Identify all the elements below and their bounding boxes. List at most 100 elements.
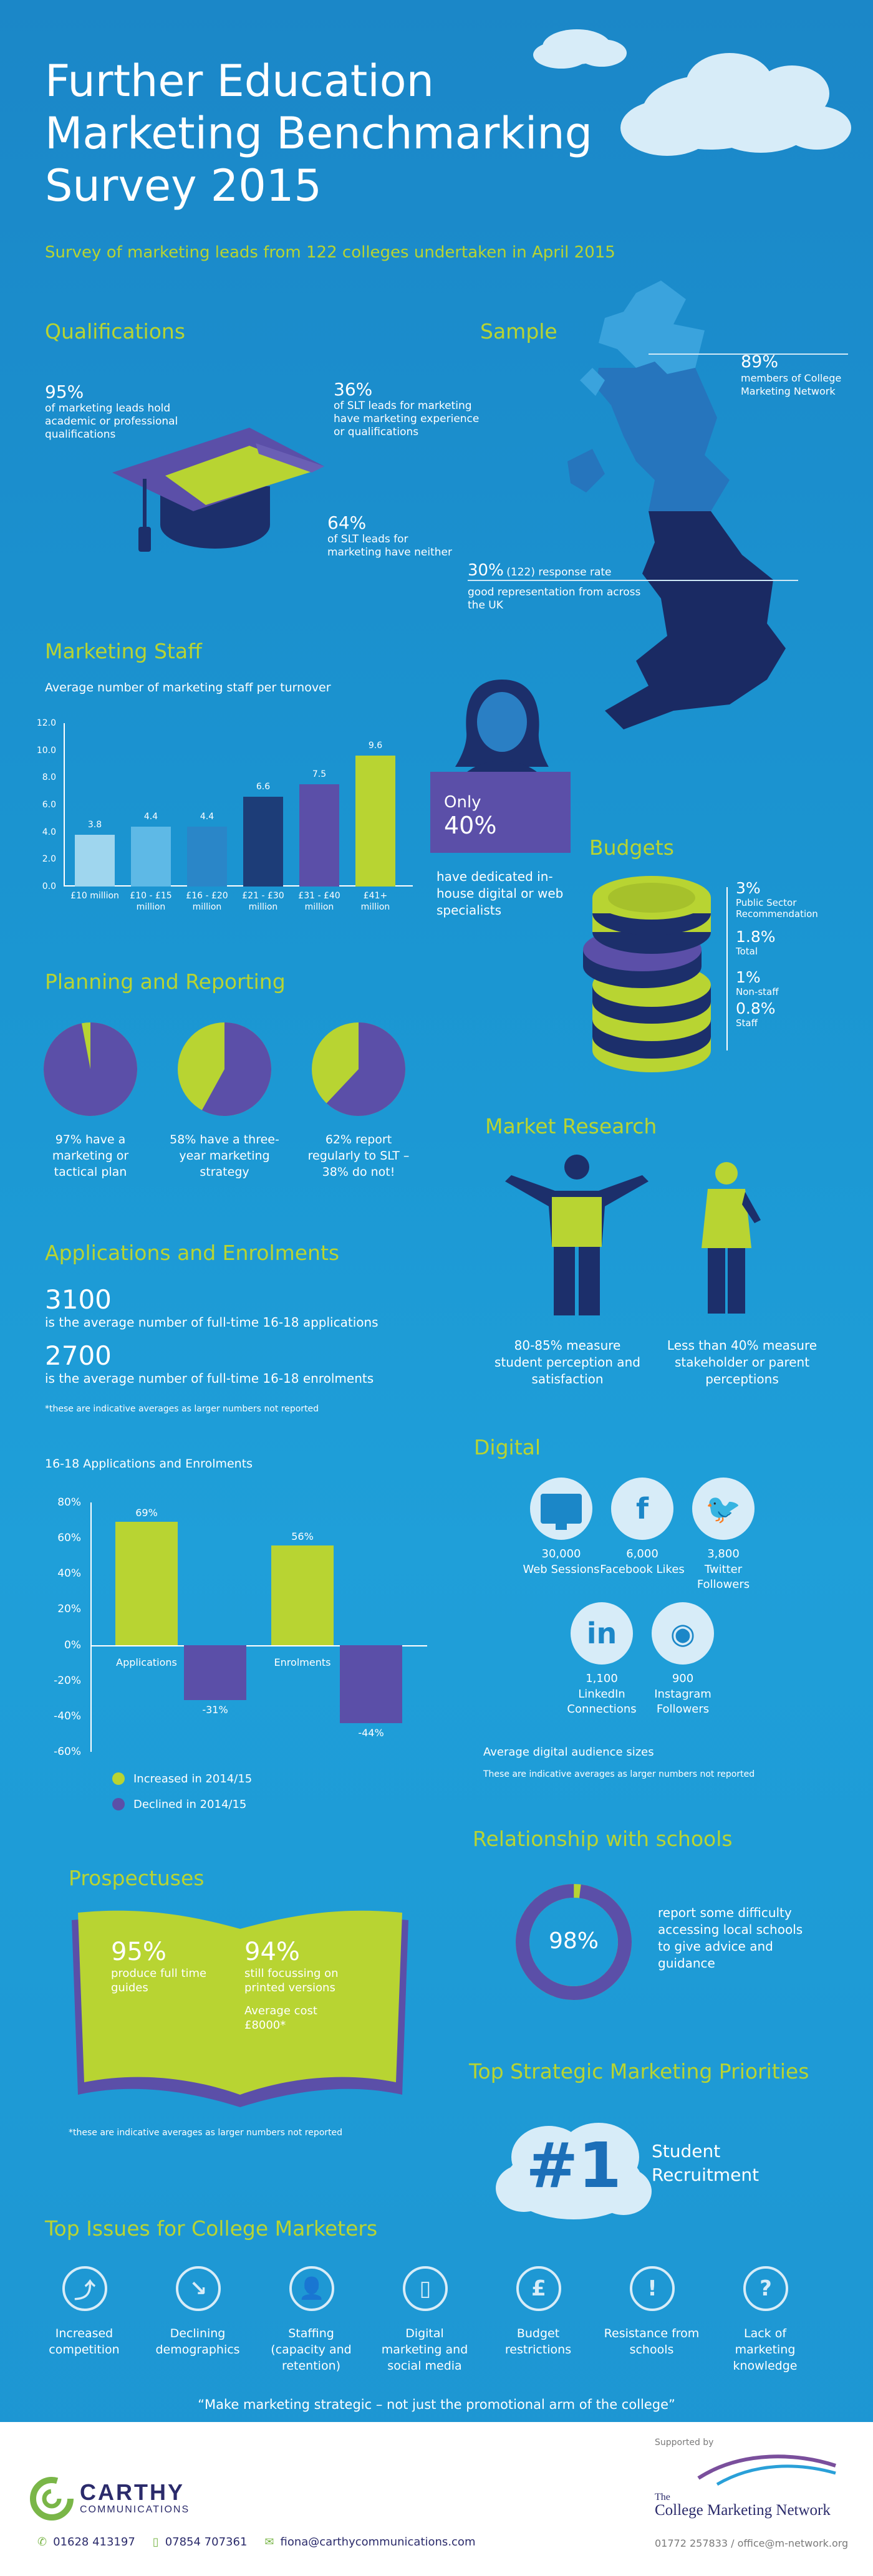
bar-value-label: 7.5 xyxy=(312,769,327,780)
y-tick-label: 60% xyxy=(57,1532,81,1545)
digital-label: Twitter Followers xyxy=(697,1563,750,1591)
linkedin-icon[interactable]: in xyxy=(571,1602,633,1665)
apps-bar xyxy=(340,1645,402,1724)
clouds-illustration xyxy=(533,29,851,156)
legend-item: Increased in 2014/15 xyxy=(112,1767,252,1790)
y-tick-label: 2.0 xyxy=(42,854,56,865)
schools-donut xyxy=(516,1884,632,2000)
prospectus-stat: 95% produce full time guides xyxy=(111,1938,223,1995)
apps-chart-zero-line xyxy=(90,1645,427,1646)
title-line: Further Education xyxy=(45,55,434,107)
staff-bar xyxy=(243,796,283,887)
apps-legend: Increased in 2014/15 Declined in 2014/15 xyxy=(112,1767,252,1819)
priority-cloud-icon xyxy=(496,2123,652,2219)
sample-leader-line xyxy=(649,353,848,355)
budget-item: 1% Non-staff xyxy=(736,968,873,999)
stat-value: 2700 xyxy=(45,1340,112,1371)
digital-label: Instagram Followers xyxy=(654,1688,711,1716)
apps-chart-bars: 69% -31% Applications 56% -44% Enrolments xyxy=(90,1496,427,1758)
monitor-icon[interactable] xyxy=(530,1478,592,1540)
line-graph-icon: ⤴ xyxy=(62,2266,107,2311)
instagram-icon[interactable]: ◉ xyxy=(652,1602,714,1665)
issue-label: Budget restrictions xyxy=(504,2327,572,2357)
footer: CARTHY COMMUNICATIONS ✆ 01628 413197 ▯ 0… xyxy=(0,2422,873,2576)
issue-label: Lack of marketing knowledge xyxy=(733,2327,798,2373)
stat-value: 3100 xyxy=(45,1284,112,1315)
open-book-icon xyxy=(72,1910,408,2107)
x-tick-label: £10 million xyxy=(70,891,119,901)
budget-label: Total xyxy=(736,946,758,957)
prospectus-note: *these are indicative averages as larger… xyxy=(69,2128,343,2138)
x-tick-label: £10 - £15 million xyxy=(130,891,172,912)
qualifications-heading: Qualifications xyxy=(45,319,186,344)
stat-text: of marketing leads hold academic or prof… xyxy=(45,402,178,441)
staff-chart: 12.0 10.0 8.0 6.0 4.0 2.0 0.0 3.8 4.4 4.4 6.6 7.5 9… xyxy=(25,718,413,948)
issue-label: Resistance from schools xyxy=(604,2327,700,2357)
budget-item: 1.8% Total xyxy=(736,928,873,968)
digital-label: Facebook Likes xyxy=(600,1563,685,1576)
pie-caption: 97% have a marketing or tactical plan xyxy=(52,1133,129,1179)
bar-value-label: 3.8 xyxy=(87,820,102,830)
y-tick-label: 0% xyxy=(64,1638,81,1651)
page-subtitle: Survey of marketing leads from 122 colle… xyxy=(45,243,615,262)
bar-value-label: 4.4 xyxy=(143,811,158,822)
y-tick-label: 10.0 xyxy=(36,745,56,756)
declining-graph-icon: ↘ xyxy=(176,2266,221,2311)
prospectuses-heading: Prospectuses xyxy=(69,1866,205,1890)
stat-text: produce full time guides xyxy=(111,1967,207,1994)
planning-pies: 97% have a marketing or tactical plan 58%… xyxy=(34,1019,446,1206)
uk-map-illustration xyxy=(567,281,786,729)
bar-value-label: 56% xyxy=(291,1530,314,1542)
twitter-icon[interactable]: 🐦 xyxy=(692,1478,755,1540)
stat-text: of SLT leads for marketing have marketin… xyxy=(334,400,480,438)
budget-item: 0.8% Staff xyxy=(736,999,873,1029)
sample-stat: 89% members of College Marketing Network xyxy=(741,352,859,398)
stat-extra: (122) response rate xyxy=(506,566,612,579)
y-tick-label: -20% xyxy=(54,1674,81,1687)
bar-value-label: -44% xyxy=(358,1727,384,1739)
legend-swatch xyxy=(112,1772,125,1785)
stat-value: 64% xyxy=(327,512,367,533)
issue-label: Declining demographics xyxy=(155,2327,240,2357)
staff-bar xyxy=(131,826,171,887)
budget-label: Staff xyxy=(736,1017,758,1029)
legend-swatch xyxy=(112,1798,125,1810)
qualifications-stat: 95% of marketing leads hold academic or … xyxy=(45,382,182,441)
legend-label: Declined in 2014/15 xyxy=(133,1797,247,1811)
apps-chart-yaxis: 80% 60% 40% 20% 0% -20% -40% -60% xyxy=(25,1496,87,1758)
marketing-staff-heading: Marketing Staff xyxy=(45,639,202,663)
digital-footer-note: These are indicative averages as larger … xyxy=(483,1769,755,1779)
staff-bar xyxy=(299,784,339,887)
planning-pie-chart xyxy=(312,1022,405,1116)
bar-value-label: 69% xyxy=(135,1507,158,1519)
pie-caption: 62% report regularly to SLT – 38% do not… xyxy=(307,1133,410,1179)
stat-text: members of College Marketing Network xyxy=(741,372,842,397)
digital-value: 3,800 xyxy=(707,1547,740,1560)
inhouse-text: have dedicated in-house digital or web s… xyxy=(436,869,564,918)
x-tick-label: £21 - £30 million xyxy=(242,891,284,912)
x-tick-label: £41+ million xyxy=(360,891,390,912)
coin-stack-icon xyxy=(583,876,711,1072)
schools-text: report some difficulty accessing local s… xyxy=(658,1905,803,1971)
budgets-heading: Budgets xyxy=(589,835,674,860)
staff-chart-baseline xyxy=(64,885,413,887)
qualifications-stat: 64% of SLT leads for marketing have neit… xyxy=(327,512,452,559)
stat-text: is the average number of full-time 16-18… xyxy=(45,1315,379,1330)
staff-bar xyxy=(75,835,115,887)
y-tick-label: -60% xyxy=(54,1746,81,1758)
x-category-label: Applications xyxy=(116,1656,177,1668)
sample-leader-line xyxy=(468,580,798,581)
y-tick-label: 40% xyxy=(57,1567,81,1580)
phone1[interactable]: 01628 413197 xyxy=(53,2535,135,2549)
y-tick-label: -40% xyxy=(54,1709,81,1723)
facebook-icon[interactable]: f xyxy=(611,1478,673,1540)
staff-chart-xaxis: £10 million £10 - £15 million £16 - £20 mi… xyxy=(69,890,405,940)
priority-label: Student Recruitment xyxy=(652,2141,760,2185)
budget-pct: 1.8% xyxy=(736,928,776,946)
pie-slice xyxy=(201,1022,271,1116)
pound-icon: £ xyxy=(516,2266,561,2311)
phone2[interactable]: 07854 707361 xyxy=(165,2535,248,2549)
email-link[interactable]: fiona@carthycommunications.com xyxy=(280,2535,476,2549)
planning-heading: Planning and Reporting xyxy=(45,969,286,994)
